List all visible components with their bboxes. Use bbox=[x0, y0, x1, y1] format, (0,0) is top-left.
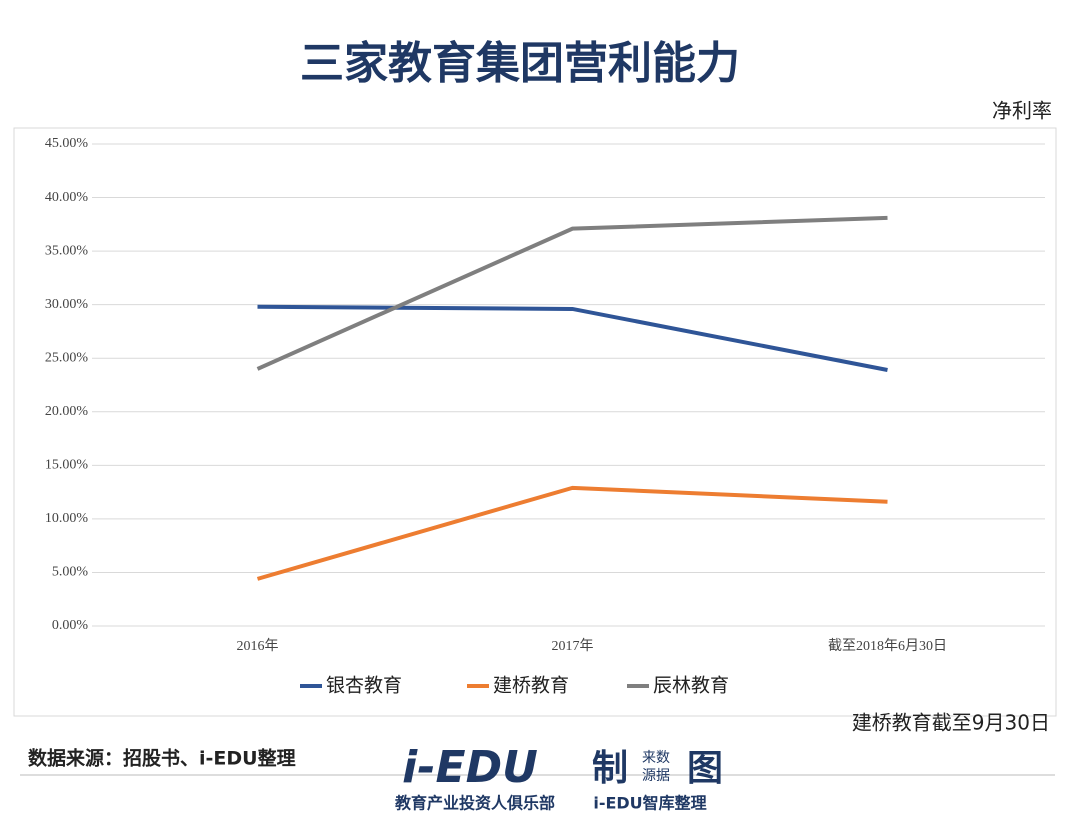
y-tick-label: 0.00% bbox=[52, 618, 89, 633]
y-tick-label: 10.00% bbox=[45, 511, 89, 526]
y-tick-label: 35.00% bbox=[45, 243, 89, 258]
legend-label: 银杏教育 bbox=[326, 675, 402, 697]
legend-label: 建桥教育 bbox=[493, 675, 569, 697]
series-line bbox=[256, 215, 888, 371]
y-tick-label: 25.00% bbox=[45, 350, 89, 365]
series-line bbox=[256, 485, 888, 581]
logo-org: i-EDU智库整理 bbox=[593, 794, 706, 813]
logo-sub: 来数 bbox=[642, 750, 670, 766]
note: 建桥教育截至9月30日 bbox=[852, 711, 1050, 735]
x-tick-label: 2017年 bbox=[552, 638, 594, 654]
y-tick-label: 45.00% bbox=[45, 136, 89, 151]
legend-label: 辰林教育 bbox=[653, 675, 729, 697]
y-tick-label: 20.00% bbox=[45, 404, 89, 419]
logo-mark: 制 bbox=[592, 748, 628, 789]
x-tick-label: 2016年 bbox=[237, 638, 279, 654]
logo-sub: 源据 bbox=[642, 768, 670, 784]
y-tick-label: 5.00% bbox=[52, 565, 89, 580]
y-tick-label: 15.00% bbox=[45, 458, 89, 473]
logo-slogan: 教育产业投资人俱乐部 bbox=[395, 794, 555, 813]
x-tick-label: 截至2018年6月30日 bbox=[828, 638, 947, 654]
chart-title: 三家教育集团营利能力 bbox=[300, 38, 740, 89]
logo-icon: 图 bbox=[687, 748, 723, 789]
plot-frame bbox=[13, 127, 1057, 717]
series-line bbox=[257, 304, 888, 372]
y-tick-label: 30.00% bbox=[45, 297, 89, 312]
source: 数据来源：招股书、i-EDU整理 bbox=[28, 747, 296, 770]
logo-brand: i-EDU bbox=[402, 742, 538, 793]
y-axis-label: 净利率 bbox=[992, 99, 1052, 123]
y-tick-label: 40.00% bbox=[45, 190, 89, 205]
